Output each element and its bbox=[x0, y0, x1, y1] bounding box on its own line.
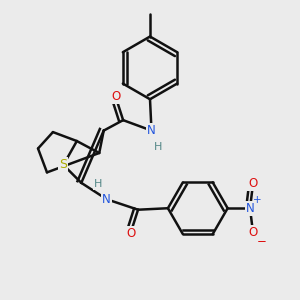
Text: N: N bbox=[147, 124, 156, 137]
Text: O: O bbox=[111, 90, 120, 103]
Text: O: O bbox=[126, 226, 135, 239]
Text: N: N bbox=[246, 202, 254, 215]
Text: −: − bbox=[257, 235, 267, 248]
Text: H: H bbox=[94, 179, 103, 189]
Text: +: + bbox=[253, 195, 262, 205]
Text: O: O bbox=[248, 226, 258, 239]
Text: H: H bbox=[154, 142, 162, 152]
Text: O: O bbox=[248, 177, 258, 190]
Text: S: S bbox=[59, 158, 68, 171]
Text: N: N bbox=[102, 193, 111, 206]
